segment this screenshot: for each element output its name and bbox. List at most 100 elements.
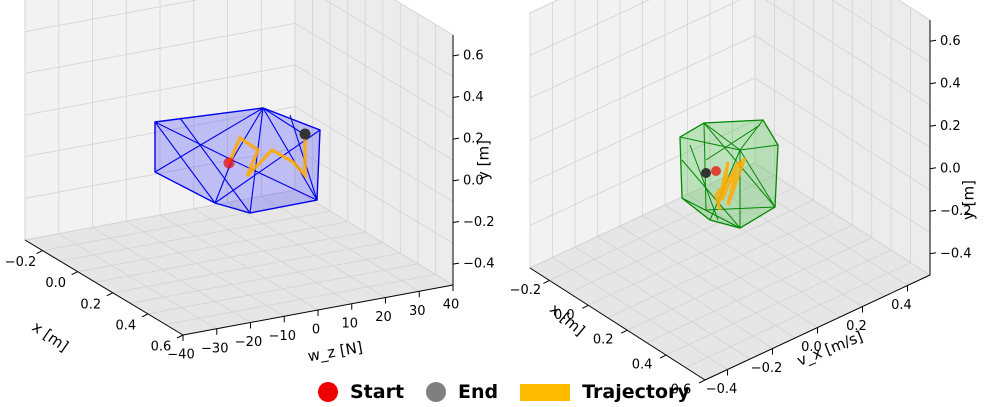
left-y-tick-label: 0.2: [463, 132, 484, 147]
left-hull-edge: [249, 107, 264, 214]
left-wz-tick-label: −10: [269, 329, 296, 344]
right-x-tick: [620, 329, 628, 334]
left-3d-plot: −0.2 0.0 0.2 0.4 0.6−40 −30 −20 −10 0 10 20 30 40 −0.…: [5, 0, 495, 366]
left-hull-edge: [154, 121, 233, 161]
right-y-tick-label: 0.6: [940, 34, 961, 49]
right-vx-tick-label: 0.4: [891, 298, 912, 313]
right-y-tick: [929, 39, 937, 42]
left-x-tick-label: −0.2: [5, 255, 37, 270]
left-start-point: [223, 157, 235, 169]
right-end-point: [701, 168, 711, 178]
left-hull-edge: [231, 107, 264, 161]
right-y-tick: [929, 82, 937, 85]
left-hull-edge: [262, 107, 318, 201]
right-y-tick: [929, 209, 937, 212]
right-x-tick: [698, 379, 706, 384]
legend-label-trajectory: Trajectory: [582, 381, 690, 403]
right-start-point: [711, 166, 721, 176]
right-3d-plot: −0.2 0.0 0.2 0.4 0.6 −0.4 −0.2 0.0 0.2 0.4 −0.4 −0.…: [510, 0, 978, 398]
left-trajectory-line: [227, 135, 307, 180]
right-trajectory-line: [714, 157, 747, 211]
left-wz-tick-label: −40: [167, 348, 194, 363]
left-hull-edge: [154, 107, 264, 173]
left-y-tick: [452, 137, 460, 140]
right-hull-edge: [705, 124, 761, 161]
left-wz-tick-label: 30: [409, 304, 426, 319]
left-y-tick: [452, 96, 460, 98]
legend-item-end: End: [426, 381, 498, 403]
left-wz-tick-label: −20: [235, 335, 262, 350]
left-wz-tick-label: 0: [312, 323, 320, 338]
left-x-tick: [36, 250, 43, 255]
legend-item-start: Start: [318, 381, 404, 403]
left-grid-y: [24, 64, 454, 161]
left-hull-edge: [231, 159, 318, 201]
left-y-tick-label: −0.4: [463, 257, 495, 272]
left-x-tick-label: 0.2: [80, 297, 101, 312]
left-x-axis-label: x [m]: [29, 318, 72, 356]
left-x-tick: [141, 313, 149, 318]
right-vx-tick-label: −0.4: [706, 382, 738, 397]
right-y-tick-label: −0.2: [940, 204, 972, 219]
right-hull-edge: [689, 144, 719, 221]
start-marker-icon: [318, 382, 338, 402]
right-vx-tick-label: 0.0: [801, 340, 822, 355]
left-x-tick-label: 0.6: [151, 340, 172, 355]
left-hull-edge: [154, 121, 216, 204]
left-y-tick-label: 0.0: [463, 173, 484, 188]
right-x-tick: [582, 304, 589, 309]
right-x-tick-label: 0.6: [671, 383, 692, 398]
legend-label-start: Start: [350, 381, 405, 403]
right-x-tick-label: 0.0: [554, 308, 575, 323]
left-y-tick: [452, 221, 460, 223]
right-grid-y: [529, 0, 931, 63]
left-wz-tick-label: 10: [341, 316, 358, 331]
left-y-axis-label: y [m]: [475, 140, 493, 180]
left-grid-y: [394, 0, 454, 36]
left-grid-y: [24, 147, 454, 244]
left-x-tick-label: 0.4: [116, 318, 137, 333]
left-x-tick: [176, 334, 184, 339]
right-x-axis-label: x [m]: [546, 300, 588, 339]
right-grid-y: [529, 77, 931, 191]
left-wz-tick-label: 40: [443, 298, 460, 313]
right-vx-tick-label: −0.2: [751, 361, 783, 376]
right-grid-y: [529, 35, 931, 148]
right-y-tick-label: −0.4: [940, 246, 972, 261]
left-hull-edge: [262, 107, 306, 136]
left-hull-edge: [179, 117, 251, 214]
right-hull-edge: [703, 122, 741, 151]
left-y-tick: [452, 179, 460, 182]
right-x-tick-label: 0.4: [632, 358, 653, 373]
right-y-tick-label: 0.2: [940, 119, 961, 134]
right-hull-edge: [679, 136, 741, 151]
right-y-tick: [929, 167, 937, 170]
left-wz-axis-label: w_z [N]: [306, 338, 364, 366]
end-marker-icon: [426, 382, 447, 402]
left-grid-y: [24, 22, 454, 119]
right-y-tick-label: 0.4: [940, 76, 961, 91]
right-vx-tick-label: 0.2: [846, 319, 867, 334]
left-x-axis-line: [24, 239, 184, 336]
right-x-tick-label: −0.2: [510, 283, 542, 298]
left-end-point: [299, 128, 311, 140]
left-wz-tick-label: 20: [375, 310, 392, 325]
left-x-tick-label: 0.0: [45, 276, 66, 291]
left-y-tick: [452, 54, 460, 57]
legend-label-end: End: [458, 381, 499, 403]
right-hull-edge: [705, 206, 776, 211]
right-hull-edge: [739, 144, 779, 151]
trajectory-swatch-icon: [520, 383, 571, 401]
right-hull-edge: [681, 159, 741, 229]
left-wz-tick-label: −30: [201, 341, 228, 356]
right-y-tick-label: 0.0: [940, 161, 961, 176]
left-grid-y: [24, 0, 454, 78]
right-x-axis-line: [529, 267, 706, 381]
right-hull-edge: [703, 122, 707, 211]
left-x-tick: [71, 271, 78, 276]
legend: Start End Trajectory: [318, 378, 712, 406]
legend-item-trajectory: Trajectory: [520, 381, 690, 403]
right-x-tick-label: 0.2: [593, 333, 614, 348]
right-y-tick: [929, 124, 937, 127]
